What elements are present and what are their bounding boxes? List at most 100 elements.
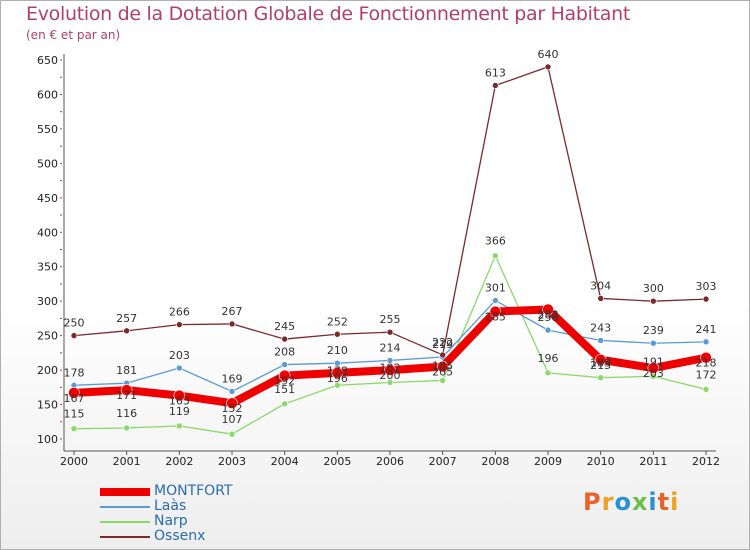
data-point-montfort bbox=[120, 384, 133, 396]
data-label-montfort: 163 bbox=[169, 395, 190, 408]
y-tick-label: 650 bbox=[37, 54, 58, 67]
x-tick-label: 2011 bbox=[639, 455, 667, 468]
data-label-narp: 119 bbox=[169, 405, 190, 418]
data-point-narp bbox=[228, 430, 236, 438]
data-point-la-s bbox=[176, 364, 183, 372]
y-tick-label: 250 bbox=[37, 330, 58, 343]
x-tick-label: 2005 bbox=[323, 455, 351, 468]
data-label-montfort: 218 bbox=[696, 357, 717, 370]
data-point-narp bbox=[544, 369, 552, 377]
data-label-montfort: 285 bbox=[485, 311, 506, 324]
y-tick-label: 500 bbox=[37, 157, 58, 170]
legend-item-ossenx: Ossenx bbox=[100, 528, 300, 544]
data-point-la-s bbox=[702, 338, 710, 346]
legend-item-la-s: Laàs bbox=[100, 498, 300, 514]
x-tick-label: 2002 bbox=[165, 455, 193, 468]
data-label-la-s: 258 bbox=[538, 311, 559, 324]
data-point-la-s bbox=[334, 359, 341, 367]
data-point-ossenx bbox=[702, 295, 710, 303]
data-label-montfort: 200 bbox=[380, 369, 401, 382]
data-label-la-s: 301 bbox=[485, 281, 506, 294]
data-label-narp: 115 bbox=[64, 408, 85, 421]
data-label-ossenx: 255 bbox=[380, 313, 401, 326]
y-tick-label: 600 bbox=[37, 88, 58, 101]
data-point-montfort bbox=[542, 303, 554, 316]
x-tick-label: 2009 bbox=[534, 455, 562, 468]
x-tick-label: 2001 bbox=[113, 455, 141, 468]
x-tick-label: 2012 bbox=[692, 455, 720, 468]
data-label-ossenx: 257 bbox=[116, 312, 137, 325]
data-label-la-s: 210 bbox=[327, 344, 348, 357]
data-label-la-s: 208 bbox=[274, 346, 295, 359]
data-label-ossenx: 267 bbox=[222, 305, 243, 318]
data-label-ossenx: 640 bbox=[538, 48, 559, 61]
data-point-narp bbox=[386, 379, 394, 386]
data-point-la-s bbox=[650, 339, 657, 347]
y-tick-label: 300 bbox=[37, 295, 58, 308]
data-label-la-s: 239 bbox=[643, 324, 664, 337]
data-label-narp: 366 bbox=[485, 235, 506, 248]
data-label-montfort: 192 bbox=[274, 375, 295, 388]
data-label-la-s: 169 bbox=[222, 372, 243, 385]
data-point-narp bbox=[439, 377, 446, 384]
data-point-montfort bbox=[594, 353, 607, 366]
data-point-ossenx bbox=[386, 328, 394, 336]
data-label-montfort: 203 bbox=[643, 367, 664, 380]
data-point-ossenx bbox=[439, 351, 446, 359]
line-chart: 100 150 200 250 300 350 400 450 500 550 600 650 2000… bbox=[37, 48, 720, 468]
legend-item-montfort: MONTFORT bbox=[100, 483, 300, 499]
legend-swatch-la-s bbox=[100, 506, 150, 508]
data-label-narp: 182 bbox=[380, 361, 401, 374]
legend-item-narp: Narp bbox=[100, 513, 300, 529]
x-tick-label: 2010 bbox=[587, 455, 615, 468]
legend-swatch-ossenx bbox=[100, 536, 150, 538]
data-label-montfort: 288 bbox=[538, 308, 559, 321]
data-point-montfort bbox=[331, 367, 344, 379]
data-point-la-s bbox=[281, 361, 288, 368]
data-point-la-s bbox=[386, 357, 394, 364]
data-point-narp bbox=[281, 400, 288, 408]
data-label-narp: 178 bbox=[327, 364, 348, 377]
data-label-montfort: 171 bbox=[116, 389, 137, 402]
data-label-la-s: 203 bbox=[169, 349, 190, 362]
data-point-ossenx bbox=[650, 297, 657, 305]
data-label-la-s: 219 bbox=[432, 338, 453, 351]
data-point-narp bbox=[492, 252, 499, 260]
data-point-ossenx bbox=[70, 332, 78, 339]
data-label-montfort: 152 bbox=[222, 402, 243, 415]
x-tick-label: 2007 bbox=[429, 455, 457, 468]
data-label-montfort: 196 bbox=[327, 372, 348, 385]
data-point-narp bbox=[597, 374, 604, 381]
legend-swatch-narp bbox=[100, 521, 150, 523]
data-point-narp bbox=[70, 425, 78, 432]
y-tick-label: 100 bbox=[37, 433, 58, 446]
y-tick-label: 200 bbox=[37, 364, 58, 377]
data-label-ossenx: 266 bbox=[169, 306, 190, 319]
data-label-narp: 116 bbox=[116, 407, 137, 420]
proxiti-logo: Proxiti bbox=[583, 488, 680, 516]
data-point-narp bbox=[176, 422, 183, 430]
data-label-la-s: 181 bbox=[116, 364, 137, 377]
data-point-montfort bbox=[173, 389, 186, 402]
x-tick-label: 2008 bbox=[481, 455, 509, 468]
data-label-la-s: 178 bbox=[64, 366, 85, 379]
data-point-ossenx bbox=[123, 327, 130, 335]
data-point-ossenx bbox=[544, 63, 552, 71]
data-point-la-s bbox=[492, 297, 499, 304]
data-label-ossenx: 222 bbox=[432, 336, 453, 349]
data-label-montfort: 167 bbox=[64, 392, 85, 405]
data-label-narp: 189 bbox=[590, 357, 611, 370]
data-label-montfort: 205 bbox=[432, 366, 453, 379]
data-label-narp: 107 bbox=[222, 413, 243, 426]
data-label-la-s: 241 bbox=[696, 323, 717, 336]
data-point-ossenx bbox=[176, 321, 183, 328]
data-label-narp: 191 bbox=[643, 355, 664, 368]
data-label-ossenx: 303 bbox=[696, 280, 717, 293]
data-point-ossenx bbox=[597, 295, 604, 302]
data-point-ossenx bbox=[334, 330, 341, 338]
y-tick-label: 450 bbox=[37, 192, 58, 205]
x-tick-label: 2003 bbox=[218, 455, 246, 468]
data-label-ossenx: 245 bbox=[274, 320, 295, 333]
y-tick-label: 550 bbox=[37, 123, 58, 136]
